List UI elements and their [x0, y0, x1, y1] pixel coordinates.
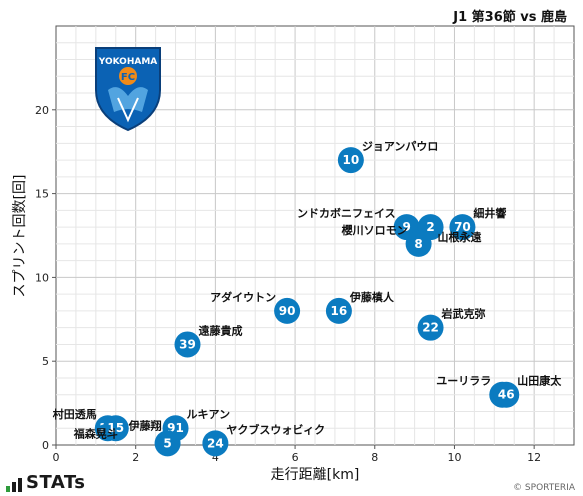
copyright: © SPORTERIA — [513, 483, 575, 493]
player-name-label: 伊藤翔 — [128, 419, 162, 433]
player-name-label: ユーリララ — [436, 375, 491, 388]
point-marker — [417, 314, 444, 341]
player-name-label: 山根永遠 — [438, 230, 482, 244]
player-number: 22 — [422, 321, 439, 335]
player-point[interactable]: 9 ンドカボニフェイス — [297, 206, 420, 241]
player-number: 39 — [179, 337, 196, 351]
player-point[interactable]: 福森晃斗 — [73, 426, 118, 440]
point-marker — [405, 230, 432, 257]
point-marker — [102, 415, 129, 442]
x-tick-label: 4 — [212, 451, 219, 464]
player-number: 2 — [426, 220, 434, 234]
player-number: 24 — [207, 436, 224, 450]
player-name-label: ルキアン — [187, 408, 231, 421]
player-name-label: 山田康太 — [517, 374, 562, 388]
player-name-label: 遠藤貴成 — [198, 323, 242, 337]
x-axis-label: 走行距離[km] — [271, 466, 360, 483]
player-number: 15 — [107, 421, 124, 435]
point-marker — [493, 381, 520, 408]
player-point[interactable]: 山根永遠 — [438, 230, 482, 244]
player-name-label: ヤクブスウォビィク — [226, 422, 325, 436]
player-name-label: 伊藤槙人 — [349, 290, 395, 304]
y-tick-label: 10 — [35, 271, 49, 284]
point-marker — [449, 214, 476, 241]
player-name-label: 細井響 — [473, 206, 506, 220]
player-name-label: 福森晃斗 — [73, 426, 118, 440]
point-marker — [174, 331, 201, 358]
x-tick-label: 10 — [447, 451, 461, 464]
y-tick-label: 5 — [42, 355, 49, 368]
x-tick-label: 2 — [132, 451, 139, 464]
player-point[interactable]: 5 — [154, 430, 181, 457]
player-point[interactable]: 15 — [102, 415, 129, 442]
player-number: 16 — [331, 304, 348, 318]
x-tick-label: 0 — [53, 451, 60, 464]
y-tick-label: 20 — [35, 104, 49, 117]
player-name-label: ジョアンパウロ — [362, 140, 439, 153]
player-name-label: 村田透馬 — [53, 407, 97, 421]
point-marker — [274, 297, 301, 324]
yokohama-fc-crest-icon: YOKOHAMA FC — [95, 47, 161, 132]
match-title: J1 第36節 vs 鹿島 — [453, 10, 567, 25]
crest-name: YOKOHAMA — [98, 57, 158, 67]
player-number: 70 — [454, 220, 471, 234]
brand-text: STATs — [26, 472, 86, 493]
point-marker — [154, 430, 181, 457]
x-tick-label: 8 — [371, 451, 378, 464]
player-number: 90 — [279, 304, 296, 318]
x-tick-label: 6 — [292, 451, 299, 464]
player-number: 9 — [402, 220, 410, 234]
player-name-label: ンドカボニフェイス — [297, 206, 396, 220]
point-marker — [202, 430, 229, 457]
player-point[interactable]: 伊藤翔 — [128, 419, 162, 433]
player-number: 5 — [163, 436, 171, 450]
player-number: 46 — [498, 388, 515, 402]
bars-icon — [6, 478, 22, 492]
y-tick-label: 0 — [42, 439, 49, 452]
stats-brand-logo: STATs — [6, 474, 85, 492]
player-name-label: アダイウトン — [210, 290, 276, 304]
y-tick-label: 15 — [35, 188, 49, 201]
crest-letters: FC — [121, 72, 135, 83]
player-point[interactable]: 8 櫻川ソロモン — [341, 223, 432, 257]
y-axis-label: スプリント回数[回] — [12, 175, 28, 298]
player-name-label: 岩武克弥 — [441, 307, 486, 321]
player-name-label: 櫻川ソロモン — [341, 223, 408, 237]
point-marker — [325, 297, 352, 324]
x-tick-label: 12 — [527, 451, 541, 464]
player-number: 8 — [414, 237, 422, 251]
point-marker — [337, 147, 364, 174]
player-number: 10 — [343, 153, 360, 167]
